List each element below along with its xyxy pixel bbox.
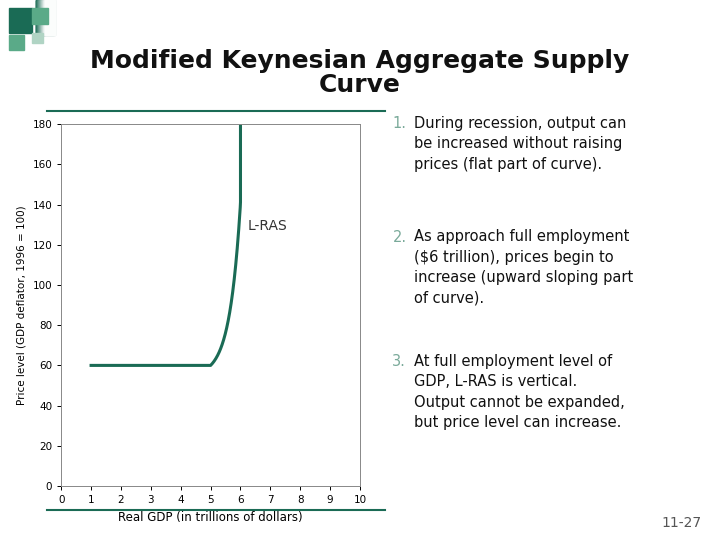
Text: Curve: Curve	[319, 73, 401, 97]
Text: 3.: 3.	[392, 354, 406, 369]
Text: During recession, output can
be increased without raising
prices (flat part of c: During recession, output can be increase…	[414, 116, 626, 172]
Y-axis label: Price level (GDP deflator, 1996 = 100): Price level (GDP deflator, 1996 = 100)	[17, 205, 27, 405]
Text: 2.: 2.	[392, 230, 407, 245]
Text: At full employment level of
GDP, L-RAS is vertical.
Output cannot be expanded,
b: At full employment level of GDP, L-RAS i…	[414, 354, 625, 430]
Text: L-RAS: L-RAS	[248, 219, 288, 233]
Text: As approach full employment
($6 trillion), prices begin to
increase (upward slop: As approach full employment ($6 trillion…	[414, 230, 634, 306]
Text: 11-27: 11-27	[662, 516, 702, 530]
X-axis label: Real GDP (in trillions of dollars): Real GDP (in trillions of dollars)	[118, 511, 303, 524]
Text: 1.: 1.	[392, 116, 406, 131]
Text: Modified Keynesian Aggregate Supply: Modified Keynesian Aggregate Supply	[91, 49, 629, 72]
